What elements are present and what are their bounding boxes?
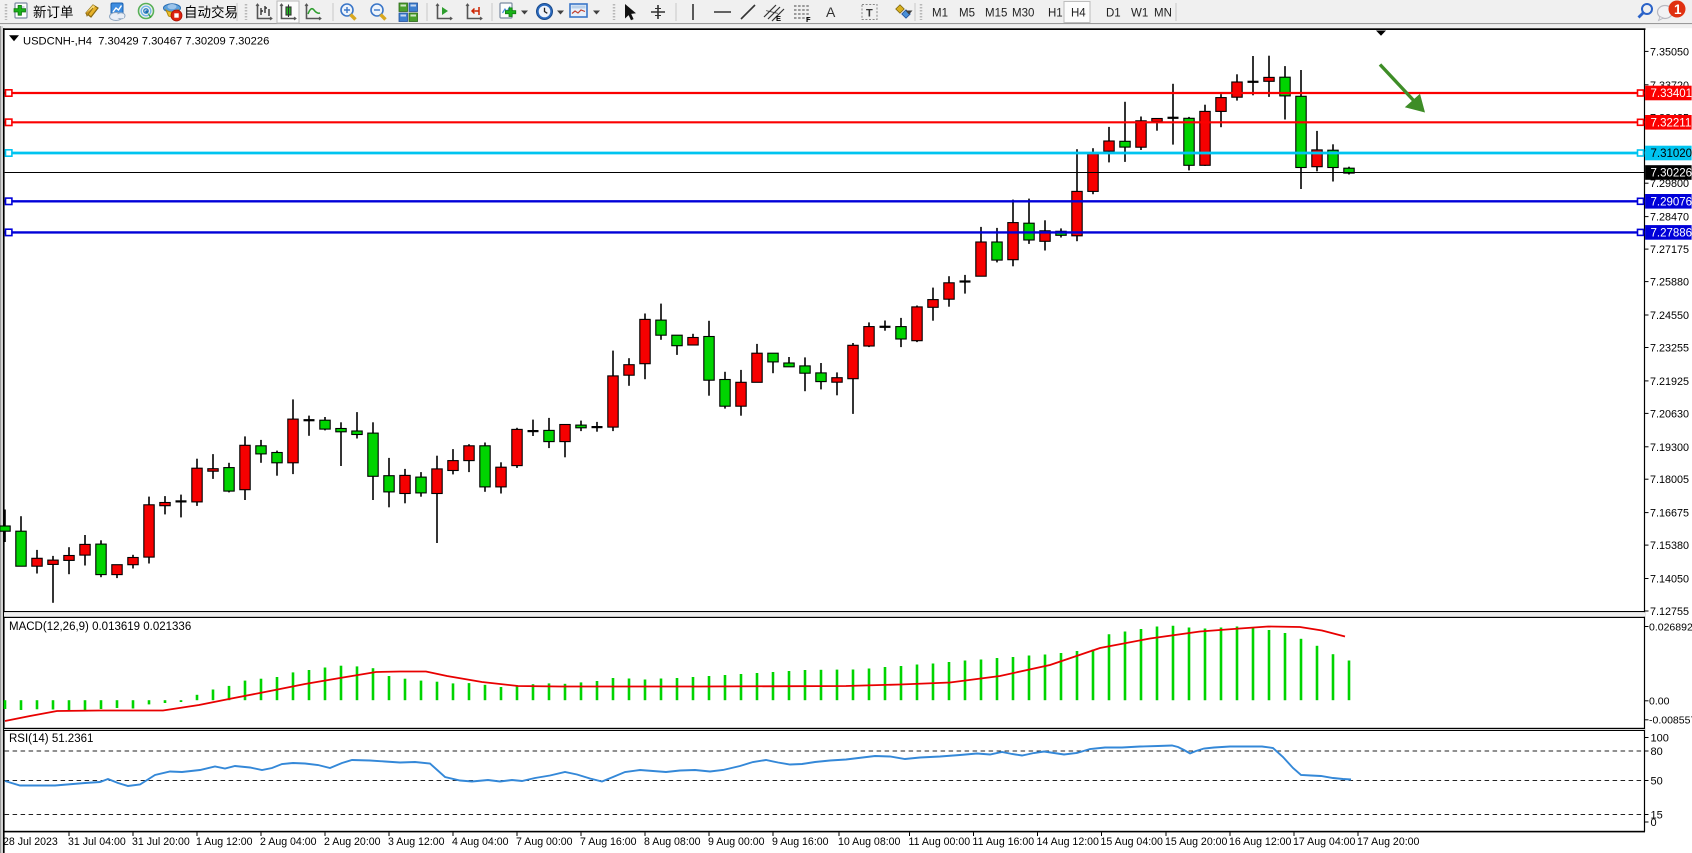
svg-text:3 Aug 12:00: 3 Aug 12:00 bbox=[388, 836, 445, 848]
svg-text:7.28470: 7.28470 bbox=[1650, 212, 1689, 224]
svg-text:100: 100 bbox=[1651, 733, 1669, 745]
svg-text:7 Aug 00:00: 7 Aug 00:00 bbox=[516, 836, 573, 848]
svg-text:7.16675: 7.16675 bbox=[1650, 508, 1689, 520]
svg-text:7.29076: 7.29076 bbox=[1651, 197, 1692, 209]
svg-text:80: 80 bbox=[1651, 746, 1663, 758]
svg-text:16 Aug 12:00: 16 Aug 12:00 bbox=[1229, 836, 1292, 848]
svg-text:4 Aug 04:00: 4 Aug 04:00 bbox=[452, 836, 509, 848]
svg-text:7.15380: 7.15380 bbox=[1650, 540, 1689, 552]
svg-text:14 Aug 12:00: 14 Aug 12:00 bbox=[1037, 836, 1100, 848]
svg-text:D1: D1 bbox=[1106, 8, 1121, 20]
svg-text:7.20630: 7.20630 bbox=[1650, 408, 1689, 420]
svg-text:15 Aug 20:00: 15 Aug 20:00 bbox=[1165, 836, 1228, 848]
svg-text:0: 0 bbox=[1651, 817, 1657, 829]
svg-text:7 Aug 16:00: 7 Aug 16:00 bbox=[580, 836, 637, 848]
svg-text:USDCNH-,H4 7.30429 7.30467 7.: USDCNH-,H4 7.30429 7.30467 7.30209 7.302… bbox=[23, 36, 269, 48]
svg-text:7.27175: 7.27175 bbox=[1650, 244, 1689, 256]
svg-text:E: E bbox=[776, 14, 781, 23]
svg-text:7.33401: 7.33401 bbox=[1651, 88, 1692, 100]
svg-text:新订单: 新订单 bbox=[33, 5, 74, 20]
svg-text:A: A bbox=[826, 4, 836, 20]
svg-text:7.12755: 7.12755 bbox=[1650, 606, 1689, 618]
svg-text:MN: MN bbox=[1154, 8, 1172, 20]
svg-text:0.026892: 0.026892 bbox=[1649, 621, 1692, 633]
svg-text:7.23255: 7.23255 bbox=[1650, 343, 1689, 355]
svg-text:17 Aug 04:00: 17 Aug 04:00 bbox=[1293, 836, 1356, 848]
svg-text:7.35050: 7.35050 bbox=[1650, 46, 1689, 58]
svg-text:8 Aug 08:00: 8 Aug 08:00 bbox=[644, 836, 701, 848]
svg-text:H4: H4 bbox=[1071, 8, 1086, 20]
svg-text:7.24550: 7.24550 bbox=[1650, 310, 1689, 322]
svg-text:28 Jul 2023: 28 Jul 2023 bbox=[3, 836, 58, 848]
svg-text:7.29800: 7.29800 bbox=[1650, 178, 1689, 190]
svg-text:F: F bbox=[806, 15, 811, 24]
svg-text:W1: W1 bbox=[1131, 8, 1148, 20]
svg-text:MACD(12,26,9) 0.013619 0.02133: MACD(12,26,9) 0.013619 0.021336 bbox=[9, 621, 191, 633]
svg-text:M5: M5 bbox=[959, 8, 975, 20]
svg-text:31 Jul 20:00: 31 Jul 20:00 bbox=[132, 836, 190, 848]
svg-text:31 Jul 04:00: 31 Jul 04:00 bbox=[68, 836, 126, 848]
svg-text:-0.008557: -0.008557 bbox=[1649, 715, 1692, 727]
svg-text:M1: M1 bbox=[932, 8, 948, 20]
svg-text:自动交易: 自动交易 bbox=[184, 4, 238, 20]
svg-text:7.21925: 7.21925 bbox=[1650, 376, 1689, 388]
svg-text:7.27886: 7.27886 bbox=[1651, 228, 1692, 240]
svg-text:0.00: 0.00 bbox=[1649, 696, 1670, 708]
svg-text:1: 1 bbox=[1674, 2, 1682, 17]
svg-text:15 Aug 04:00: 15 Aug 04:00 bbox=[1101, 836, 1164, 848]
svg-text:15: 15 bbox=[1651, 810, 1663, 822]
svg-text:7.19300: 7.19300 bbox=[1650, 442, 1689, 454]
svg-text:H1: H1 bbox=[1048, 8, 1063, 20]
svg-text:10 Aug 08:00: 10 Aug 08:00 bbox=[838, 836, 901, 848]
svg-text:9 Aug 16:00: 9 Aug 16:00 bbox=[772, 836, 829, 848]
svg-text:M15: M15 bbox=[985, 8, 1007, 20]
svg-text:1 Aug 12:00: 1 Aug 12:00 bbox=[196, 836, 253, 848]
svg-text:7.32211: 7.32211 bbox=[1651, 118, 1692, 130]
svg-text:2 Aug 04:00: 2 Aug 04:00 bbox=[260, 836, 317, 848]
svg-text:7.30226: 7.30226 bbox=[1651, 168, 1692, 180]
svg-text:T: T bbox=[866, 8, 873, 20]
svg-text:7.31020: 7.31020 bbox=[1651, 148, 1692, 160]
svg-text:2 Aug 20:00: 2 Aug 20:00 bbox=[324, 836, 381, 848]
svg-text:7.18005: 7.18005 bbox=[1650, 474, 1689, 486]
svg-text:11 Aug 16:00: 11 Aug 16:00 bbox=[973, 836, 1035, 848]
svg-text:9 Aug 00:00: 9 Aug 00:00 bbox=[708, 836, 765, 848]
svg-text:17 Aug 20:00: 17 Aug 20:00 bbox=[1357, 836, 1420, 848]
svg-text:RSI(14) 51.2361: RSI(14) 51.2361 bbox=[9, 733, 93, 745]
svg-text:7.14050: 7.14050 bbox=[1650, 574, 1689, 586]
svg-text:11 Aug 00:00: 11 Aug 00:00 bbox=[909, 836, 971, 848]
svg-text:M30: M30 bbox=[1012, 8, 1034, 20]
svg-text:7.25880: 7.25880 bbox=[1650, 277, 1689, 289]
svg-text:50: 50 bbox=[1651, 776, 1663, 788]
